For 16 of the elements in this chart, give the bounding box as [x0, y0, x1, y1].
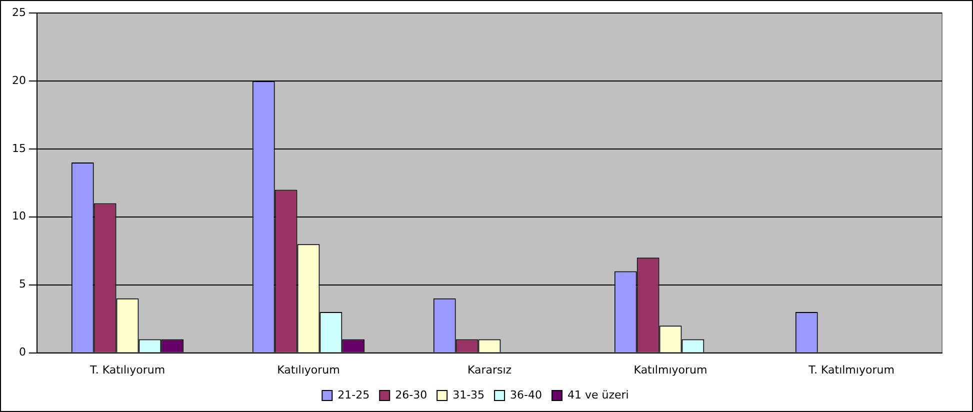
x-tick-label: T. Katılıyorum — [88, 363, 166, 376]
legend-label: 21-25 — [338, 388, 370, 402]
y-tick-label: 0 — [18, 346, 26, 359]
y-tick-label: 5 — [18, 278, 26, 291]
y-tick-label: 15 — [12, 142, 26, 155]
legend-label: 26-30 — [395, 388, 428, 402]
y-tick-label: 10 — [12, 210, 26, 223]
x-tick-label: Katılıyorum — [277, 363, 340, 376]
x-tick-label: Katılmıyorum — [634, 363, 708, 376]
x-tick-label: Kararsız — [467, 363, 512, 376]
legend-label: 41 ve üzeri — [567, 388, 629, 402]
legend-label: 31-35 — [452, 388, 485, 402]
y-tick-label: 20 — [12, 74, 26, 87]
x-tick-label: T. Katılmıyorum — [808, 363, 894, 376]
y-tick-label: 25 — [12, 6, 26, 19]
legend-label: 36-40 — [510, 388, 542, 402]
